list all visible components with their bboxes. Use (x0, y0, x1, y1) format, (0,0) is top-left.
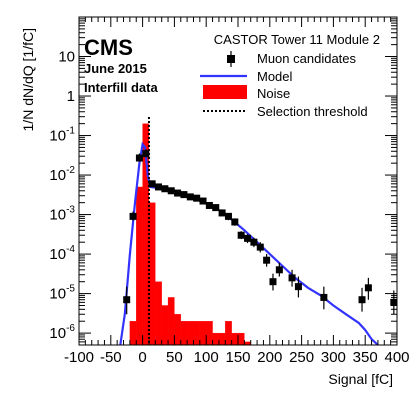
muon-point (193, 194, 201, 202)
legend-title: CASTOR Tower 11 Module 2 (214, 32, 380, 47)
muon-point (123, 296, 131, 304)
legend: CASTOR Tower 11 Module 2 Muon candidates… (200, 32, 380, 119)
x-axis-title: Signal [fC] (328, 371, 393, 387)
noise-bar (167, 297, 175, 346)
x-tick-label: 100 (194, 349, 219, 366)
x-tick-label: 50 (166, 349, 183, 366)
y-tick-label: 10 (58, 49, 75, 66)
x-tick-label: -100 (64, 349, 94, 366)
y-tick-label: 10-3 (49, 205, 75, 224)
x-tick-label: 250 (289, 349, 314, 366)
muon-point (155, 183, 162, 191)
noise-bar (193, 321, 200, 346)
muon-point (212, 204, 220, 212)
legend-noise-swatch (203, 85, 247, 99)
muon-point (250, 238, 258, 246)
muon-point (244, 234, 252, 242)
legend-entry-noise: Noise (203, 85, 290, 101)
muon-point (167, 187, 175, 195)
noise-bar (206, 321, 213, 346)
experiment-label: CMS (84, 35, 133, 60)
noise-histogram (129, 123, 251, 346)
muon-point (256, 243, 264, 251)
muon-point (237, 231, 245, 239)
noise-bar (129, 321, 137, 346)
noise-bar (186, 321, 194, 346)
muon-point (231, 218, 239, 226)
legend-muon-label: Muon candidates (257, 51, 357, 66)
muon-point (224, 212, 232, 220)
muon-point (269, 278, 277, 286)
x-tick-label: 200 (257, 349, 282, 366)
y-tick-label: 10-6 (49, 323, 75, 342)
legend-model-label: Model (257, 69, 293, 84)
muon-point (275, 266, 283, 274)
y-axis-title: 1/N dN/dQ [1/fC] (20, 28, 36, 131)
muon-point (320, 293, 328, 301)
noise-bar (231, 332, 239, 346)
y-tick-label: 10-2 (49, 165, 75, 184)
legend-noise-label: Noise (257, 86, 290, 101)
noise-bar (212, 332, 220, 346)
legend-entry-threshold: Selection threshold (203, 104, 368, 119)
muon-point (288, 274, 296, 282)
muon-point (364, 284, 372, 292)
axis-ticks: -100 -50 0 50 100 150 200 250 300 350 400 10-6 10-5 1… (49, 17, 410, 366)
muon-point (186, 193, 194, 201)
x-tick-label: 150 (225, 349, 250, 366)
noise-bar (199, 321, 207, 346)
noise-bar (218, 332, 226, 346)
x-tick-label: 350 (353, 349, 378, 366)
x-tick-label: 0 (138, 349, 146, 366)
muon-point (218, 209, 226, 217)
legend-muon-marker (227, 55, 235, 63)
muon-point (142, 150, 150, 158)
x-tick-label: 300 (321, 349, 346, 366)
noise-bar (161, 305, 169, 346)
muon-point (263, 256, 271, 264)
noise-bar (180, 321, 188, 346)
x-tick-label: 400 (384, 349, 409, 366)
y-tick-label: 10-5 (49, 284, 75, 303)
muon-points (123, 149, 398, 315)
noise-bar (225, 321, 232, 346)
muon-point (148, 180, 156, 188)
muon-point (161, 185, 169, 193)
noise-bar (136, 186, 143, 346)
x-tick-label: -50 (100, 349, 122, 366)
legend-threshold-label: Selection threshold (257, 104, 368, 119)
muon-point (199, 197, 207, 205)
dataset-label: Interfill data (84, 80, 158, 95)
muon-point (358, 296, 366, 304)
noise-bar (174, 314, 181, 346)
y-tick-label: 1 (67, 88, 75, 105)
muon-point (135, 154, 143, 162)
date-label: June 2015 (84, 61, 147, 76)
muon-point (180, 191, 188, 199)
y-tick-label: 10-4 (49, 244, 75, 263)
noise-bar (237, 332, 245, 346)
legend-entry-muon: Muon candidates (227, 51, 357, 67)
muon-point (174, 189, 182, 197)
muon-point (129, 212, 137, 220)
muon-point (205, 201, 213, 209)
y-tick-label: 10-1 (49, 126, 75, 145)
muon-point (294, 283, 302, 291)
noise-bar (155, 281, 162, 346)
legend-entry-model: Model (200, 69, 293, 84)
